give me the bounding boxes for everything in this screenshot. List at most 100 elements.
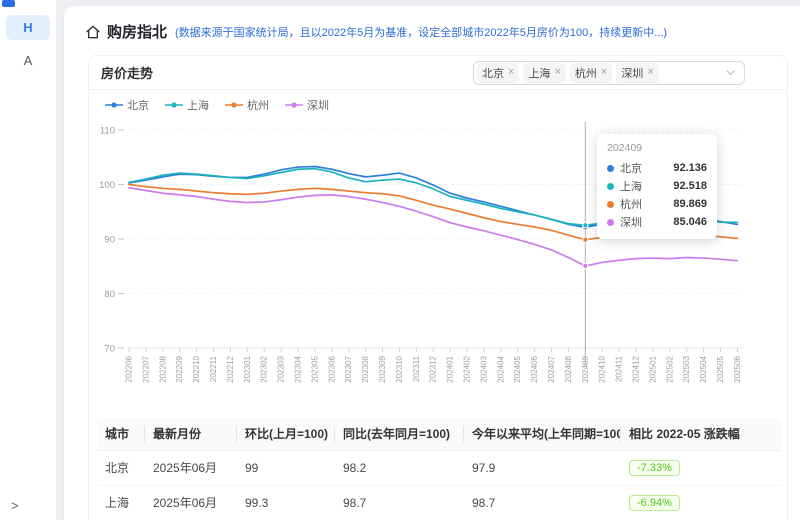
series-line-3[interactable] [128,186,739,267]
x-axis-label: 202503 [682,355,691,382]
value-cell: 2025年06月 [145,450,237,486]
sidebar-collapse-button[interactable]: > [11,498,19,513]
panel-title: 房价走势 [101,66,154,81]
value-cell: 98.7 [335,485,464,520]
city-cell: 上海 [97,485,145,520]
x-axis-label: 202504 [699,355,708,382]
legend-item-2[interactable]: 杭州 [225,97,269,113]
tooltip-series-value: 89.869 [673,198,707,210]
x-axis-label: 202408 [564,355,573,382]
x-axis-label: 202309 [378,355,387,382]
city-tag[interactable]: 北京 × [477,62,520,83]
legend-line-icon [105,102,123,108]
chevron-down-icon[interactable] [725,67,736,78]
x-axis-label: 202403 [479,355,488,382]
value-cell: 99.3 [237,485,335,520]
x-axis-label: 202209 [175,355,184,382]
table-header-cell: 环比(上月=100) [237,418,335,451]
tag-close-icon[interactable]: × [647,66,654,78]
tooltip-series-value: 92.518 [673,180,707,192]
tooltip-series-name: 上海 [620,181,642,193]
y-axis-label: 70 [104,344,115,355]
x-axis-label: 202208 [158,355,167,382]
chart-legend: 北京 上海 杭州 深圳 [89,96,787,114]
legend-item-1[interactable]: 上海 [165,97,209,113]
table-header-row: 城市 最新月份 环比(上月=100) 同比(去年同月=100) 今年以来平均(上年同期=… [97,418,781,451]
line-chart[interactable]: 北京 上海 杭州 深圳 70 80 90 100 110 202206 202207 202208 2… [89,90,787,416]
table-row: 上海 2025年06月 99.3 98.7 98.7 -6.94% [97,485,781,520]
legend-line-icon [285,102,303,108]
x-axis-label: 202501 [648,355,657,382]
summary-table: 城市 最新月份 环比(上月=100) 同比(去年同月=100) 今年以来平均(上年同期=… [97,418,781,520]
x-axis-label: 202406 [530,355,539,382]
hover-point-3 [582,262,589,270]
x-axis-label: 202412 [632,355,641,382]
tooltip-series-name: 北京 [620,163,642,175]
panel-header: 房价走势 北京 × 上海 × 杭州 × 深圳 × [89,56,787,90]
x-axis-label: 202308 [361,355,370,382]
y-axis-label: 110 [100,126,115,137]
x-axis-label: 202502 [665,355,674,382]
hover-point-1 [582,222,589,229]
sidebar-item-1[interactable]: A [23,53,33,68]
x-axis-label: 202410 [598,355,607,382]
y-axis-label: 90 [104,235,115,246]
x-axis-label: 202212 [226,355,235,382]
city-tag[interactable]: 深圳 × [616,62,659,83]
city-cell: 北京 [97,450,145,486]
x-axis-label: 202405 [513,355,522,382]
tooltip-series-dot [607,200,614,208]
value-cell: -7.33% [621,450,781,486]
tooltip-series-dot [607,164,614,172]
value-cell: 98.7 [464,485,621,520]
tooltip-row-0: 北京 92.136 [607,159,707,177]
x-axis-label: 202505 [716,355,725,382]
sidebar-item-0[interactable]: H [6,15,50,40]
x-axis-label: 202304 [294,355,303,382]
x-axis-label: 202305 [310,355,319,382]
legend-label: 北京 [127,100,149,112]
value-cell: 97.9 [464,450,621,486]
change-badge: -7.33% [629,459,680,476]
city-tag[interactable]: 上海 × [523,62,566,83]
logo-mark [2,0,15,7]
app-header: 购房指北 (数据来源于国家统计局，且以2022年5月为基准，设定全部城市2022… [64,6,800,42]
value-cell: 98.2 [335,450,464,486]
tooltip-series-dot [607,182,614,190]
city-tag-label: 杭州 [574,67,597,80]
tooltip-date: 202409 [607,142,643,154]
home-icon [85,24,101,40]
city-tag-label: 北京 [482,67,504,80]
city-multiselect[interactable]: 北京 × 上海 × 杭州 × 深圳 × [473,60,745,85]
tooltip-series-dot [607,218,614,226]
chart-canvas[interactable]: 70 80 90 100 110 202206 202207 202208 202209 2022… [93,120,783,416]
legend-line-icon [225,102,243,108]
tag-close-icon[interactable]: × [554,66,561,78]
legend-line-icon [165,102,183,108]
tooltip-series-name: 杭州 [620,199,642,211]
table-row: 北京 2025年06月 99 98.2 97.9 -7.33% [97,450,781,486]
x-axis-label: 202302 [260,355,269,382]
tooltip-series-value: 85.046 [673,216,707,228]
city-tag-label: 上海 [528,67,551,80]
city-tag-label: 深圳 [621,67,644,80]
legend-item-3[interactable]: 深圳 [285,97,329,113]
tooltip-row-1: 上海 92.518 [607,177,707,195]
y-axis-label: 100 [99,180,115,191]
x-axis-label: 202211 [209,355,218,382]
price-trend-panel: 房价走势 北京 × 上海 × 杭州 × 深圳 × 北京 上海 杭州 深圳 70 80 90 100 110 2… [88,55,788,520]
value-cell: -6.94% [621,485,781,520]
legend-label: 深圳 [307,100,329,112]
x-axis-label: 202312 [429,355,438,382]
x-axis-label: 202301 [243,355,252,382]
legend-item-0[interactable]: 北京 [105,97,149,113]
tag-close-icon[interactable]: × [600,66,608,78]
tag-close-icon[interactable]: × [508,66,515,78]
data-source-note: (数据来源于国家统计局，且以2022年5月为基准，设定全部城市2022年5月房价… [175,26,668,39]
x-axis-label: 202310 [395,355,404,382]
x-axis-label: 202207 [141,355,150,382]
table-header-cell: 城市 [97,418,145,451]
city-tag[interactable]: 杭州 × [569,62,613,83]
x-axis-label: 202306 [327,355,336,382]
x-axis-label: 202402 [463,355,472,382]
